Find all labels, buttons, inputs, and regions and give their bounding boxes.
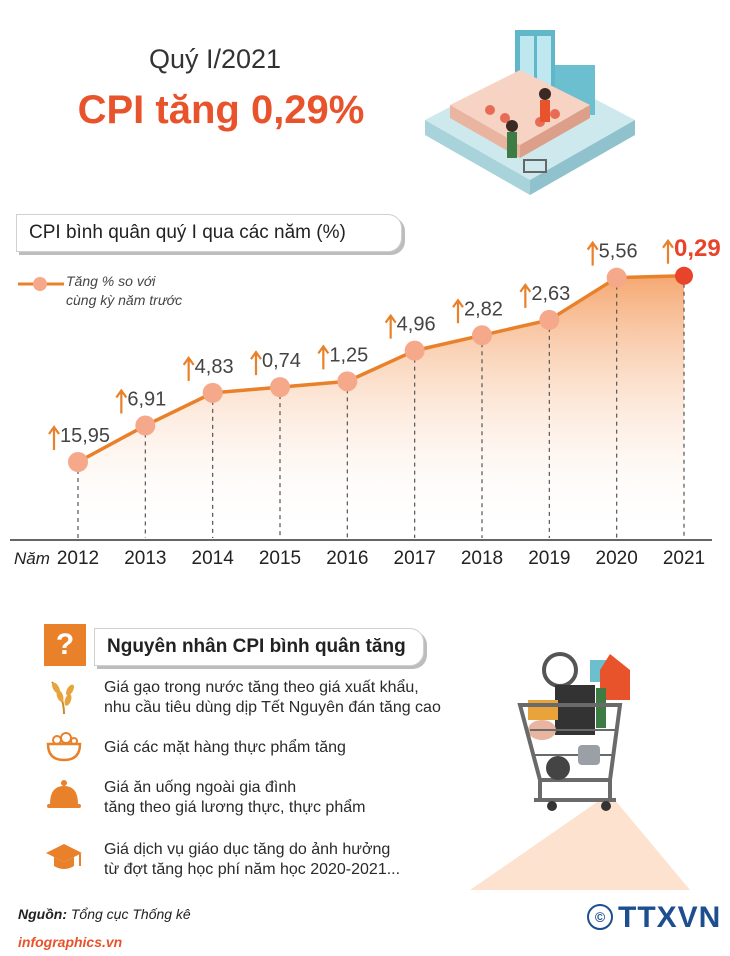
cpi-line-chart: 15,95 2012 6,91 2013 4,83 2014 0,74 2015 1,25 201… (10, 235, 721, 569)
x-axis-label: Năm (14, 549, 50, 568)
cause-item-3: Giá ăn uống ngoài gia đình tăng theo giá… (104, 778, 464, 818)
data-label-2016: 1,25 (329, 344, 368, 366)
data-label-2012: 15,95 (60, 425, 110, 447)
cause-item-4: Giá dịch vụ giáo dục tăng do ảnh hưởng t… (104, 840, 464, 880)
chart-title: CPI bình quân quý I qua các năm (%) (16, 214, 402, 252)
x-tick-label-2018: 2018 (461, 548, 503, 569)
data-point-2012 (68, 452, 88, 472)
food-bowl-icon (46, 732, 82, 762)
cause-3-line1: Giá ăn uống ngoài gia đình (104, 779, 297, 796)
up-arrow-icon (384, 313, 397, 339)
source-note: Nguồn: Tổng cục Thống kê (18, 906, 191, 922)
cause-4-line2: từ đợt tăng học phí năm học 2020-2021... (104, 861, 401, 878)
site-credit: infographics.vn (18, 934, 123, 950)
up-arrow-icon (586, 240, 599, 266)
source-value: Tổng cục Thống kê (70, 906, 191, 922)
data-label-2015: 0,74 (262, 350, 301, 372)
cause-3-line2: tăng theo giá lương thực, thực phẩm (104, 799, 366, 816)
data-label-2018: 2,82 (464, 298, 503, 320)
up-arrow-icon (519, 283, 532, 308)
up-arrow-icon (48, 425, 60, 450)
headline: CPI tăng 0,29% (77, 88, 365, 132)
up-arrow-icon (317, 344, 330, 370)
x-tick-label-2021: 2021 (663, 548, 705, 569)
cause-1-line1: Giá gạo trong nước tăng theo giá xuất kh… (104, 679, 419, 696)
question-mark-icon: ? (44, 624, 86, 666)
up-arrow-icon (250, 350, 262, 376)
x-tick-label-2020: 2020 (596, 548, 638, 569)
data-point-2020 (606, 267, 627, 288)
up-arrow-icon (662, 238, 674, 264)
cause-item-1: Giá gạo trong nước tăng theo giá xuất kh… (104, 678, 464, 718)
cause-1-line2: nhu cầu tiêu dùng dịp Tết Nguyên đán tăn… (104, 699, 441, 716)
data-label-2014: 4,83 (195, 356, 234, 378)
data-label-2019: 2,63 (531, 283, 570, 305)
x-tick-label-2019: 2019 (528, 548, 570, 569)
copyright-icon: © (587, 904, 613, 930)
data-point-2018 (472, 325, 492, 346)
data-label-2021: 0,29 (674, 235, 721, 262)
up-arrow-icon (115, 388, 128, 414)
x-tick-label-2017: 2017 (394, 548, 436, 569)
data-point-2014 (202, 382, 223, 403)
graduation-cap-icon (46, 844, 82, 869)
data-point-2017 (404, 340, 425, 361)
data-point-2021 (675, 266, 693, 285)
agency-logo: TTXVN (618, 901, 722, 934)
data-point-2016 (337, 371, 358, 392)
legend-marker (18, 277, 64, 291)
source-label: Nguồn: (18, 906, 67, 922)
chart-area-fill (78, 275, 684, 538)
x-tick-label-2013: 2013 (124, 548, 166, 569)
x-tick-label-2015: 2015 (259, 548, 301, 569)
supermarket-illustration (425, 30, 635, 195)
data-point-2013 (135, 415, 156, 436)
data-label-2020: 5,56 (599, 241, 638, 263)
up-arrow-icon (182, 355, 195, 381)
series-line (77, 274, 685, 464)
up-arrow-icon (452, 298, 464, 324)
data-label-2013: 6,91 (127, 389, 166, 411)
rice-icon (51, 681, 74, 715)
x-tick-label-2012: 2012 (57, 548, 99, 569)
subtitle: Quý I/2021 (148, 44, 282, 74)
causes-title: Nguyên nhân CPI bình quân tăng (94, 628, 424, 666)
legend-label-line2: cùng kỳ năm trước (66, 292, 183, 308)
cause-2-line1: Giá các mặt hàng thực phẩm tăng (104, 739, 346, 756)
shopping-cart-illustration (470, 652, 690, 890)
cause-4-line1: Giá dịch vụ giáo dục tăng do ảnh hưởng (104, 841, 391, 858)
legend-label-line1: Tăng % so với (66, 273, 156, 289)
data-label-2017: 4,96 (397, 314, 436, 336)
cloche-icon (47, 780, 81, 808)
data-point-2015 (270, 377, 290, 398)
x-tick-label-2016: 2016 (326, 548, 368, 569)
x-tick-label-2014: 2014 (192, 548, 235, 569)
legend-label: Tăng % so với cùng kỳ năm trước (66, 272, 246, 310)
data-point-2019 (539, 309, 560, 330)
cause-item-2: Giá các mặt hàng thực phẩm tăng (104, 738, 464, 758)
